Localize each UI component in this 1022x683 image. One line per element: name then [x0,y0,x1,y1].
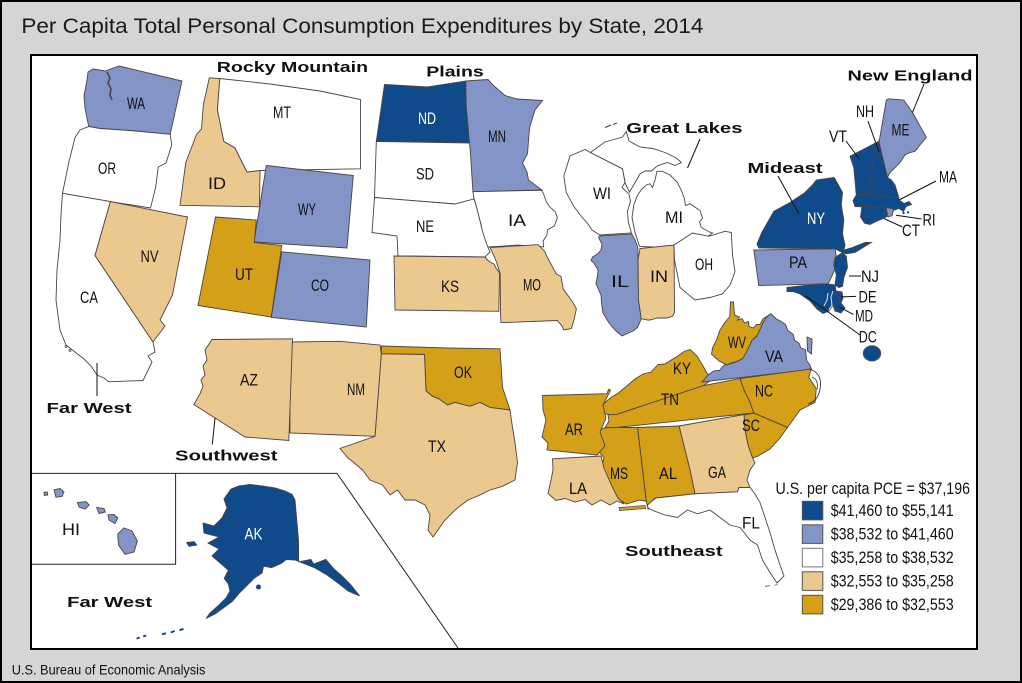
svg-text:New England: New England [848,68,973,85]
svg-text:WI: WI [593,184,611,203]
svg-text:VA: VA [765,347,784,366]
svg-text:Great Lakes: Great Lakes [626,120,742,137]
svg-text:MT: MT [273,103,291,122]
svg-text:Mideast: Mideast [748,160,823,177]
svg-text:AZ: AZ [240,371,258,390]
svg-text:OH: OH [695,255,713,274]
svg-text:HI: HI [62,520,80,539]
svg-text:Southeast: Southeast [625,543,723,560]
svg-text:OR: OR [98,159,116,178]
svg-text:SC: SC [742,416,760,435]
svg-text:TX: TX [428,437,446,456]
svg-text:Per Capita Total Personal Cons: Per Capita Total Personal Consumption Ex… [21,14,703,38]
svg-text:Rocky Mountain: Rocky Mountain [217,59,368,76]
svg-text:ID: ID [208,174,226,193]
svg-text:AL: AL [659,464,677,483]
svg-text:U.S. per capita PCE = $37,196: U.S. per capita PCE = $37,196 [776,479,971,498]
svg-text:KY: KY [673,359,691,378]
svg-text:ND: ND [418,109,436,128]
svg-text:GA: GA [708,463,726,482]
svg-text:ME: ME [892,121,910,140]
svg-text:AR: AR [565,420,583,439]
svg-text:AK: AK [245,525,264,544]
svg-text:IN: IN [650,267,668,286]
svg-text:NH: NH [856,102,874,121]
svg-text:$29,386 to $32,553: $29,386 to $32,553 [831,595,954,614]
svg-text:SD: SD [416,165,434,184]
svg-text:NJ: NJ [861,267,879,286]
svg-text:MS: MS [610,464,628,483]
svg-text:NM: NM [347,380,365,399]
svg-text:CO: CO [311,276,329,295]
svg-text:VT: VT [829,127,847,146]
svg-text:Southwest: Southwest [175,448,278,465]
svg-text:WV: WV [728,333,746,352]
svg-text:UT: UT [235,265,253,284]
svg-text:$38,532 to $41,460: $38,532 to $41,460 [831,524,954,543]
svg-text:Far West: Far West [67,594,152,611]
svg-text:Plains: Plains [426,64,484,81]
svg-text:NV: NV [141,247,159,266]
svg-text:IA: IA [508,211,527,230]
svg-text:NY: NY [807,209,825,228]
svg-text:NE: NE [416,217,434,236]
svg-text:RI: RI [923,211,936,230]
svg-text:$35,258 to $38,532: $35,258 to $38,532 [831,548,954,567]
svg-text:TN: TN [661,390,679,409]
svg-text:PA: PA [789,253,808,272]
svg-text:MI: MI [665,208,683,227]
svg-text:MA: MA [939,168,957,187]
svg-text:$41,460 to $55,141: $41,460 to $55,141 [831,501,954,520]
svg-text:MN: MN [488,127,506,146]
svg-text:Far West: Far West [47,400,132,417]
svg-text:LA: LA [569,479,588,498]
svg-text:IL: IL [611,272,629,291]
svg-text:OK: OK [454,363,472,382]
svg-text:CA: CA [80,288,98,307]
svg-text:NC: NC [755,382,773,401]
svg-text:CT: CT [902,221,920,240]
svg-text:MD: MD [855,307,873,326]
svg-text:$32,553 to $35,258: $32,553 to $35,258 [831,571,954,590]
svg-text:MO: MO [523,276,541,295]
svg-text:KS: KS [441,277,459,296]
svg-text:DC: DC [859,328,877,347]
svg-text:U.S. Bureau of Economic Analys: U.S. Bureau of Economic Analysis [12,662,206,678]
svg-text:FL: FL [742,514,760,533]
svg-text:DE: DE [859,288,877,307]
svg-text:WA: WA [127,94,145,113]
svg-text:WY: WY [298,200,316,219]
